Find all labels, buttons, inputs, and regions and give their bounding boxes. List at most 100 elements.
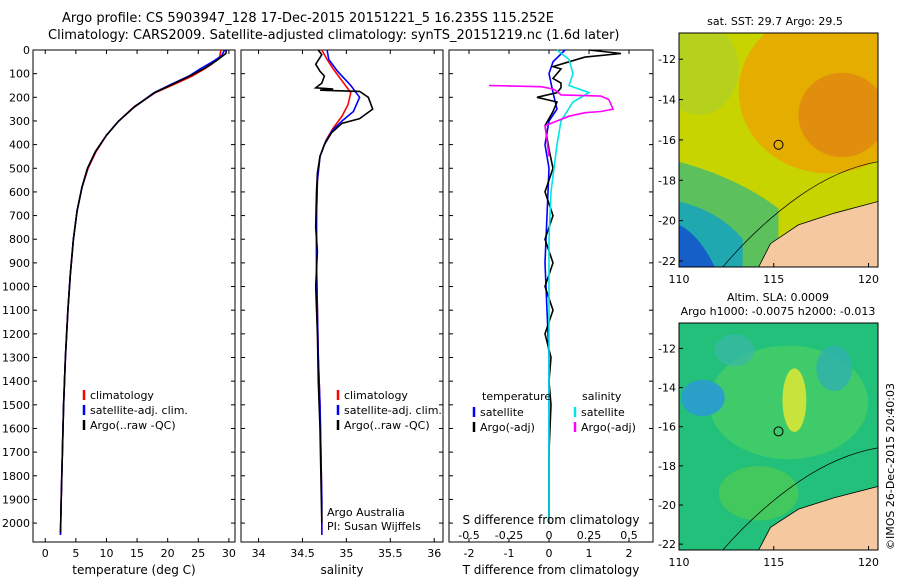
depth-tick-label: 200 (9, 91, 30, 104)
sst-hot-region (798, 72, 878, 158)
sla-map-title-2: Argo h1000: -0.0075 h2000: -0.013 (681, 305, 876, 318)
sla-low-spot-2 (816, 345, 853, 392)
sla_map-frame (678, 322, 879, 551)
sla_map-xtick-label: 115 (763, 556, 784, 569)
sla_map-isobath (722, 447, 878, 550)
depth-tick-label: 1900 (2, 493, 30, 506)
sst-mild-region (679, 33, 739, 115)
depth-tick-label: 600 (9, 186, 30, 199)
sst_map-ytick-label: -20 (658, 215, 676, 228)
sla_map-ytick-label: -22 (658, 538, 676, 551)
sla_map-ytick-label: -20 (658, 499, 676, 512)
depth-tick-label: 1800 (2, 470, 30, 483)
depth-tick-label: 1300 (2, 352, 30, 365)
diff-top-xtick-label: 0.25 (577, 529, 602, 542)
salinity-xtick-label: 36 (427, 547, 441, 560)
depth-tick-label: 400 (9, 139, 30, 152)
salinity-xtick-label: 34.5 (290, 547, 315, 560)
sla-high-spot (782, 368, 807, 432)
sst_map-ytick-label: -22 (658, 255, 676, 268)
sst_map-xtick-label: 120 (858, 273, 879, 286)
differences-xtick-label: -2 (464, 547, 475, 560)
diff-legend-title-salinity: salinity (582, 390, 622, 403)
differences-series-s-argo (488, 84, 615, 157)
sst_map-xtick-label: 110 (669, 273, 690, 286)
depth-tick-label: 1600 (2, 422, 30, 435)
sst_map-isobath (722, 161, 878, 267)
depth-tick-label: 500 (9, 162, 30, 175)
sla_map-land (758, 486, 878, 550)
salinity-legend-label: satellite-adj. clim. (344, 404, 442, 417)
sst_map-ytick-label: -16 (658, 134, 676, 147)
temperature-series-argo (59, 49, 228, 533)
differences-frame (448, 49, 654, 543)
depth-tick-label: 300 (9, 115, 30, 128)
temperature-xtick-label: 25 (191, 547, 205, 560)
sla_map-xtick-label: 120 (858, 556, 879, 569)
sst_map-ytick-label: -18 (658, 174, 676, 187)
temperature-xtick-label: 20 (161, 547, 175, 560)
depth-tick-label: 1100 (2, 304, 30, 317)
depth-tick-label: 0 (23, 44, 30, 57)
differences-xtick-label: 0 (546, 547, 553, 560)
sst_map-ytick-label: -14 (658, 94, 676, 107)
depth-tick-label: 1700 (2, 446, 30, 459)
title-line-2: Climatology: CARS2009. Satellite-adjuste… (48, 28, 620, 43)
sla-low-spot (680, 379, 725, 417)
temperature-xtick-label: 15 (130, 547, 144, 560)
depth-tick-label: 1200 (2, 328, 30, 341)
title-line-1: Argo profile: CS 5903947_128 17-Dec-2015… (62, 11, 554, 26)
salinity-xtick-label: 35.5 (378, 547, 403, 560)
salinity-xlabel: salinity (320, 563, 363, 577)
salinity-annotation: PI: Susan Wijffels (327, 520, 421, 533)
sst-coldest-region (679, 224, 715, 267)
salinity-legend-label: climatology (344, 389, 408, 402)
depth-tick-label: 100 (9, 68, 30, 81)
salinity-series-argo (313, 49, 374, 524)
salinity-frame (240, 49, 444, 543)
temperature-series-satellite (59, 49, 226, 535)
diff-legend-label-t: satellite (480, 406, 524, 419)
temperature-xlabel: temperature (deg C) (72, 563, 195, 577)
sst-map-title: sat. SST: 29.7 Argo: 29.5 (707, 15, 843, 28)
sst_map-frame (678, 32, 879, 268)
salinity-xtick-label: 35 (339, 547, 353, 560)
temperature-xtick-label: 0 (42, 547, 49, 560)
diff-top-xlabel: S difference from climatology (463, 513, 640, 527)
differences-xtick-label: -1 (504, 547, 515, 560)
diff-legend-label-s: Argo(-adj) (581, 421, 636, 434)
temperature-xtick-label: 5 (72, 547, 79, 560)
diff-top-xtick-label: 0 (546, 529, 553, 542)
depth-tick-label: 700 (9, 210, 30, 223)
depth-tick-label: 900 (9, 257, 30, 270)
temperature-legend-label: satellite-adj. clim. (90, 404, 188, 417)
sst_map-land (758, 201, 878, 267)
diff-top-xtick-label: -0.25 (495, 529, 523, 542)
salinity-xtick-label: 34 (252, 547, 266, 560)
temperature-legend-label: climatology (90, 389, 154, 402)
depth-tick-label: 800 (9, 233, 30, 246)
sla_map-field (679, 323, 878, 550)
diff-top-xtick-label: 0.5 (620, 529, 638, 542)
temperature-series-climatology (59, 49, 222, 535)
diff-top-xtick-label: -0.5 (458, 529, 479, 542)
temperature-frame (32, 49, 236, 543)
temperature-legend-label: Argo(..raw -QC) (90, 419, 176, 432)
differences-series-s-satellite (548, 49, 591, 524)
temperature-xtick-label: 30 (222, 547, 236, 560)
sla_map-xtick-label: 110 (669, 556, 690, 569)
depth-tick-label: 1400 (2, 375, 30, 388)
sla_map-ytick-label: -16 (658, 421, 676, 434)
sst_map-argo-position (773, 139, 784, 150)
diff-legend-title-temperature: temperature (482, 390, 551, 403)
imos-credit: ©IMOS 26-Dec-2015 20:40:03 (884, 383, 897, 550)
differences-xtick-label: 2 (626, 547, 633, 560)
diff-legend-label-t: Argo(-adj) (480, 421, 535, 434)
differences-xlabel: T difference from climatology (462, 563, 640, 577)
sla-map-title-1: Altim. SLA: 0.0009 (727, 291, 829, 304)
sst_map-ytick-label: -12 (658, 53, 676, 66)
sla_map-ytick-label: -12 (658, 342, 676, 355)
sst_map-xtick-label: 115 (763, 273, 784, 286)
sla_map-ytick-label: -18 (658, 460, 676, 473)
